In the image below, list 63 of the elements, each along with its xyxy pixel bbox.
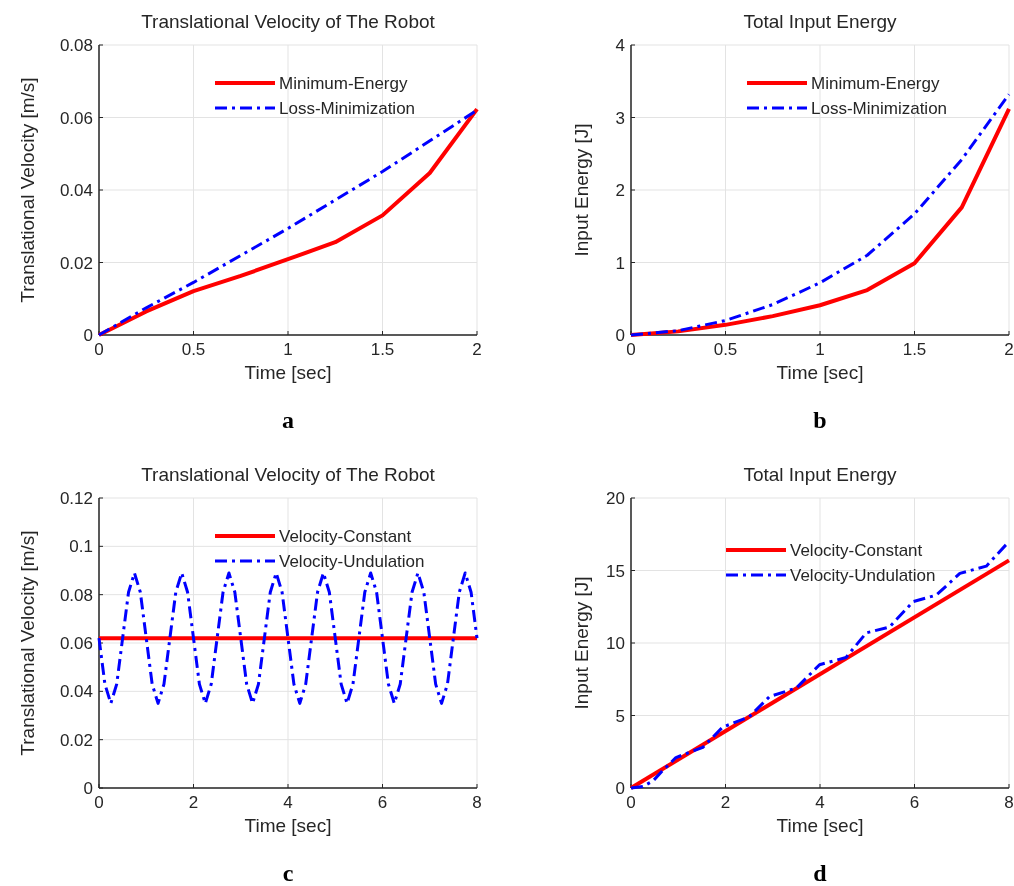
y-tick-label: 0.04 — [59, 181, 93, 200]
text: b — [813, 407, 827, 433]
y-axis-title: Input Energy [J] — [571, 123, 592, 257]
x-axis-title: Time [sec] — [776, 815, 864, 836]
x-tick-label: 4 — [283, 793, 293, 812]
y-tick-label: 3 — [615, 108, 625, 128]
y-tick-label: 0.12 — [59, 489, 93, 508]
y-tick-label: 0.1 — [69, 537, 93, 557]
x-tick-label: 0.5 — [181, 340, 206, 359]
legend-label: Loss-Minimization — [279, 99, 416, 118]
legend-label: Velocity-Constant — [790, 541, 923, 560]
legend-label: Velocity-Undulation — [790, 566, 936, 585]
legend-label: Velocity-Undulation — [279, 552, 425, 571]
x-axis-title: Time [sec] — [776, 362, 864, 383]
legend-label: Loss-Minimization — [811, 99, 948, 118]
text: d — [813, 860, 828, 886]
y-tick-label: 0 — [615, 326, 625, 345]
x-tick-label: 2 — [1004, 340, 1014, 359]
legend-label: Minimum-Energy — [279, 74, 408, 93]
x-tick-label: 8 — [472, 793, 482, 812]
y-tick-label: 20 — [606, 489, 625, 508]
x-tick-label: 2 — [472, 340, 482, 359]
y-tick-label: 0.08 — [59, 585, 93, 605]
x-axis-title: Time [sec] — [244, 362, 332, 383]
x-tick-label: 8 — [1004, 793, 1014, 812]
y-tick-label: 4 — [615, 36, 625, 55]
chart-title: Total Input Energy — [743, 464, 898, 485]
x-tick-label: 6 — [377, 793, 388, 812]
y-tick-label: 15 — [606, 561, 625, 581]
y-tick-label: 10 — [606, 634, 625, 653]
y-axis-title: Input Energy [J] — [571, 576, 592, 710]
y-tick-label: 1 — [615, 253, 625, 273]
x-tick-label: 4 — [815, 793, 825, 812]
y-tick-label: 0.02 — [59, 253, 93, 273]
chart-title: Translational Velocity of The Robot — [141, 464, 436, 485]
y-axis-title: Translational Velocity [m/s] — [17, 530, 38, 756]
legend-label: Minimum-Energy — [811, 74, 940, 93]
x-tick-label: 2 — [720, 793, 731, 812]
y-tick-label: 0 — [83, 779, 93, 798]
y-tick-label: 0.02 — [59, 730, 93, 750]
x-tick-label: 6 — [909, 793, 920, 812]
y-tick-label: 0 — [615, 779, 625, 798]
y-axis-title: Translational Velocity [m/s] — [17, 77, 38, 303]
legend-label: Velocity-Constant — [279, 527, 412, 546]
y-tick-label: 0 — [83, 326, 93, 345]
x-tick-label: 0.5 — [713, 340, 738, 359]
x-axis-title: Time [sec] — [244, 815, 332, 836]
x-tick-label: 1 — [815, 340, 825, 359]
x-tick-label: 2 — [188, 793, 199, 812]
y-tick-label: 2 — [615, 181, 625, 200]
y-tick-label: 0.06 — [59, 108, 93, 128]
line-series — [97, 571, 479, 705]
x-tick-label: 1.5 — [370, 340, 395, 359]
x-tick-label: 1.5 — [902, 340, 927, 359]
y-tick-label: 5 — [615, 706, 625, 726]
x-tick-label: 1 — [283, 340, 293, 359]
text: c — [282, 860, 294, 886]
text: a — [282, 407, 294, 433]
chart-title: Translational Velocity of The Robot — [141, 11, 436, 32]
chart-title: Total Input Energy — [743, 11, 898, 32]
y-tick-label: 0.08 — [59, 36, 93, 55]
y-tick-label: 0.06 — [59, 634, 93, 653]
y-tick-label: 0.04 — [59, 682, 93, 702]
